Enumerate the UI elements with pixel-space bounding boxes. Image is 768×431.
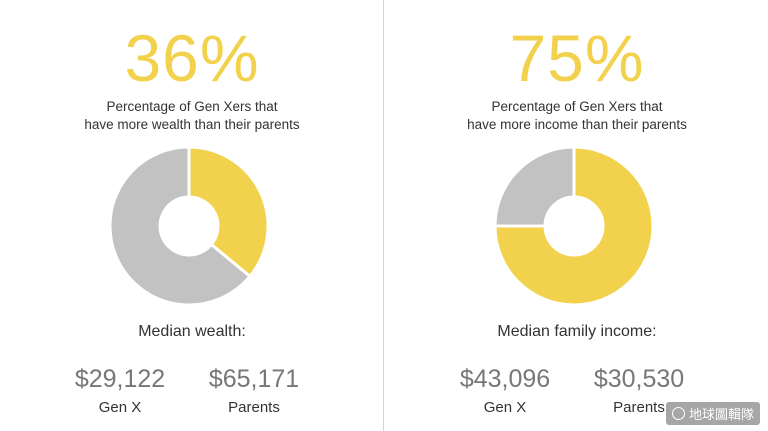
wealth-donut-chart — [109, 146, 269, 306]
income-caption-line-1: Percentage of Gen Xers that — [491, 99, 663, 114]
wealth-genx-label: Gen X — [98, 399, 142, 416]
income-median-title: Median family income: — [497, 323, 657, 340]
wealth-caption-line-2: have more wealth than their parents — [84, 117, 300, 132]
wealth-caption: Percentage of Gen Xers that have more we… — [0, 98, 384, 134]
wealth-genx-stat: $29,122 Gen X — [60, 364, 180, 418]
wealth-parents-stat: $65,171 Parents — [194, 364, 314, 418]
income-caption-line-2: have more income than their parents — [467, 117, 687, 132]
wealth-caption-line-1: Percentage of Gen Xers that — [106, 99, 278, 114]
source-watermark: 地球圖輯隊 — [665, 402, 760, 425]
wealth-panel: 36% Percentage of Gen Xers that have mor… — [0, 21, 384, 418]
income-genx-label: Gen X — [483, 399, 527, 416]
wealth-median-title: Median wealth: — [138, 323, 246, 340]
globe-icon — [671, 407, 685, 420]
wealth-parents-label: Parents — [228, 399, 280, 416]
donut-slice-other — [494, 146, 576, 228]
income-panel: 75% Percentage of Gen Xers that have mor… — [385, 0, 768, 431]
income-parents-label: Parents — [613, 399, 665, 416]
wealth-genx-value: $29,122 — [74, 365, 166, 393]
income-caption: Percentage of Gen Xers that have more in… — [385, 98, 768, 134]
income-percentage: 75% — [509, 21, 645, 95]
panel-divider — [383, 0, 384, 431]
wealth-percentage: 36% — [124, 21, 260, 95]
income-genx-stat: $43,096 Gen X — [445, 364, 565, 418]
income-parents-stat: $30,530 Parents — [579, 364, 699, 418]
income-parents-value: $30,530 — [593, 365, 685, 393]
donut-slice-more-income — [494, 146, 654, 306]
wealth-parents-value: $65,171 — [208, 365, 300, 393]
income-donut-chart — [494, 146, 654, 306]
donut-slice-other — [109, 146, 252, 306]
donut-slice-more-wealth — [187, 146, 269, 279]
watermark-text: 地球圖輯隊 — [688, 407, 754, 422]
income-genx-value: $43,096 — [459, 365, 551, 393]
